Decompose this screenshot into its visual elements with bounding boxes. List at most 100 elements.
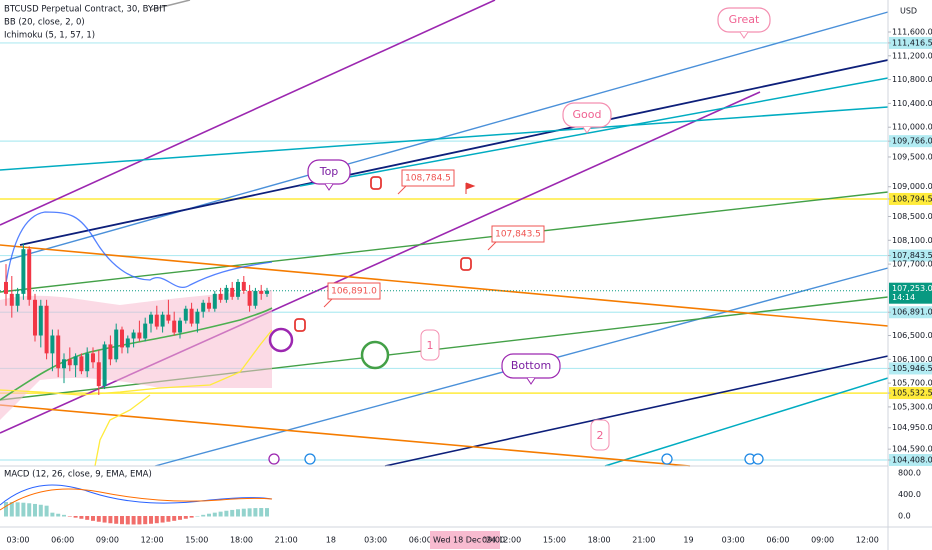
macd-hist-bar [230,509,235,517]
macd-hist-bar [91,516,95,521]
candle-body [33,299,37,336]
time-label: 21:00 [632,536,655,545]
price-tick-label: 105,700.0 [892,379,932,388]
trend-line [384,355,889,467]
macd-hist-bar [4,502,8,517]
candle-body [224,287,229,300]
note-bottom-tail [526,377,536,385]
macd-hist-bar [50,512,55,517]
candle-body [230,287,235,297]
candle-body [236,281,240,297]
price-tick-label: 104,950.0 [892,423,932,432]
candle-body [201,302,206,312]
macd-hist-bar [265,508,269,517]
candle-body [91,353,95,363]
note-good: Good [573,108,602,121]
candle-body [108,344,113,360]
macd-hist-bar [38,504,43,517]
time-label: 18:00 [588,536,611,545]
candle-body [241,281,246,291]
time-label: 18:00 [230,536,253,545]
price-tick-label: 107,700.0 [892,260,932,269]
bb-legend: BB (20, close, 2, 0) [4,18,85,28]
emoji-green [360,340,390,370]
price-tick-label: 111,600.0 [892,28,932,37]
macd-hist-bar [56,513,61,517]
macd-hist-bar [183,516,188,519]
price-tick-label: 106,500.0 [892,331,932,340]
candle-body [38,305,43,336]
price-callout-tail [487,241,497,251]
bb-upper [4,211,273,291]
macd-hist-bar [67,516,72,517]
price-highlight [889,454,932,466]
event-icon [268,453,280,465]
candle-body [166,314,171,321]
note-great: Great [729,13,760,26]
price-highlight [889,192,932,205]
macd-hist-bar [44,505,49,517]
candle-body [137,332,142,339]
candles [4,243,269,396]
candle-body [183,308,188,321]
macd-hist-bar [253,508,258,517]
macd-hist-bar [120,516,124,525]
note-top: Top [319,165,339,178]
note-good-tail [582,126,592,134]
candle-body [4,281,8,294]
macd-tick-label: 0.0 [898,512,911,521]
trend-line [19,59,889,246]
ichimoku-cloud [0,290,272,420]
price-callout-tail [323,298,333,308]
candle-body [160,314,165,327]
cursor-time-box [430,531,500,549]
macd-hist-bar [85,516,90,520]
macd-hist-bar [137,516,142,525]
candle-body [120,329,124,348]
macd-hist-bar [149,516,153,524]
macd-hist-bar [160,516,165,523]
time-label: 03:00 [364,536,387,545]
time-label: 18 [326,536,336,545]
trend-line [0,191,889,293]
candle-body [143,323,148,339]
price-callout: 107,843.5 [495,230,541,240]
macd-hist-bar [224,510,229,517]
countdown-label: 14:14 [892,293,915,302]
macd-hist-bar [195,515,200,517]
macd-hist-bar [79,516,84,519]
candle-body [189,308,194,324]
note-one: 1 [427,339,434,352]
price-highlight [889,387,932,400]
price-tick-label: 108,100.0 [892,236,932,245]
macd-hist-bar [102,516,107,523]
trend-line [0,404,691,467]
candle-body [79,356,84,372]
macd-hist-bar [15,502,20,517]
note-two: 2 [597,429,604,442]
price-tick-label: 106,891.0 [892,308,932,317]
time-label: 06:00 [51,536,74,545]
emoji-purple [268,327,294,353]
candle-body [154,314,159,327]
macd-hist-bar [27,503,32,517]
price-tick-label: 106,100.0 [892,355,932,364]
time-label: 19 [683,536,693,545]
macd-hist-bar [212,512,217,517]
candle-body [265,290,269,294]
price-callout-box [491,225,545,243]
price-callout-tail [397,185,407,195]
candle-body [85,353,90,372]
ichimoku-legend: Ichimoku (5, 1, 57, 1) [4,31,95,41]
macd-hist-bar [189,516,194,518]
macd-hist-bar [154,516,159,524]
macd-hist-bar [9,502,14,517]
event-icon [304,453,316,465]
note-bottom: Bottom [511,359,551,372]
time-label: 15:00 [185,536,208,545]
time-label: 03:00 [6,536,29,545]
macd-line [0,484,273,506]
time-label: 06:00 [766,536,789,545]
